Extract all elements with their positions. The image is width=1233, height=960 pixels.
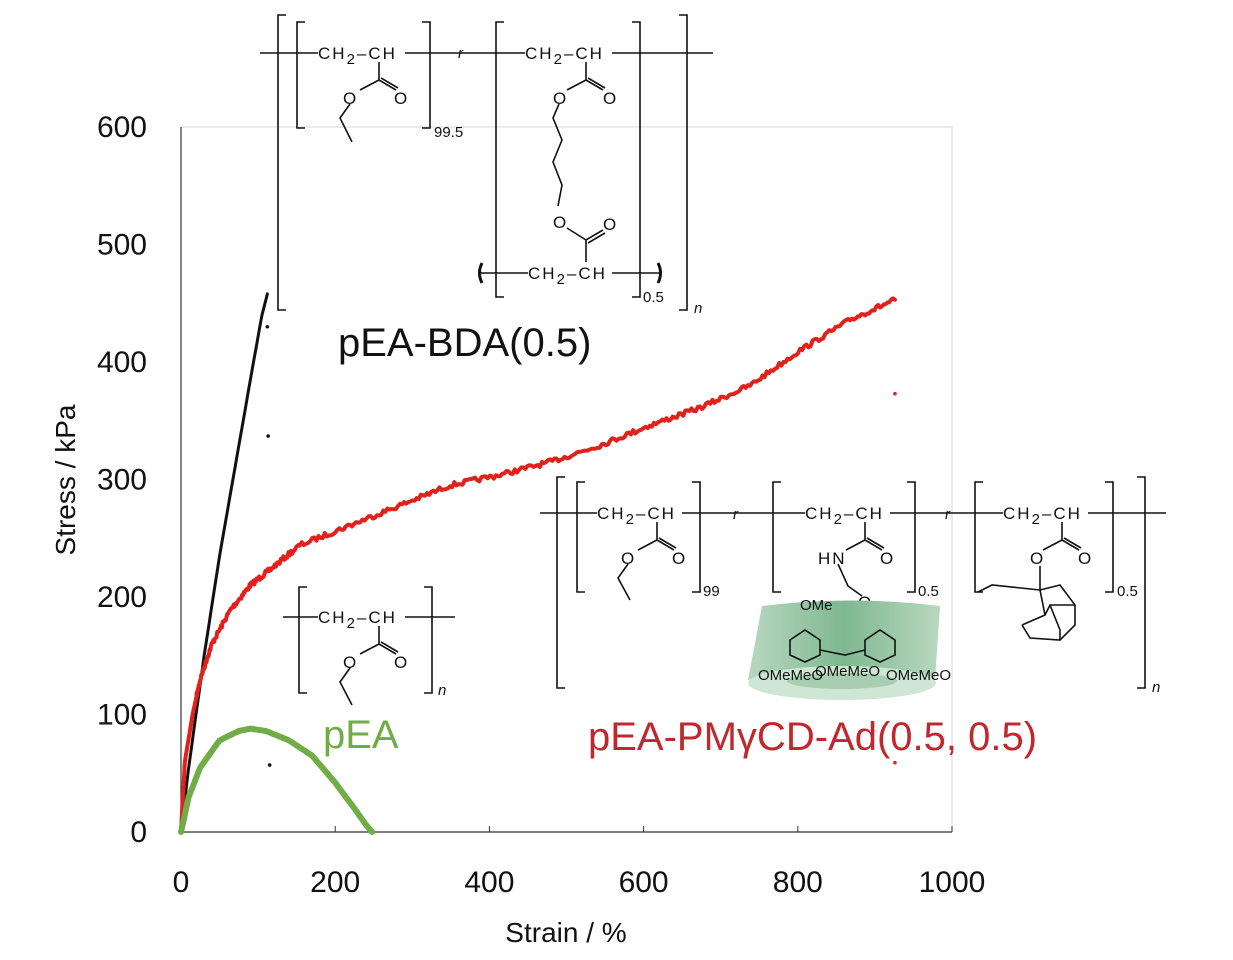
- y-tick-label: 100: [97, 699, 147, 732]
- x-tick-label: 1000: [919, 866, 986, 899]
- svg-text:0.5: 0.5: [1117, 583, 1138, 600]
- x-tick-label: 800: [773, 866, 823, 899]
- structure-pea-bda: CH2–CH O O 99.5 r CH2–CH O O O O CH2–CH …: [260, 14, 713, 317]
- outlier-point: [893, 760, 897, 765]
- svg-text:O: O: [553, 213, 568, 232]
- outlier-point: [893, 391, 897, 396]
- svg-text:O: O: [880, 549, 895, 568]
- svg-text:n: n: [1152, 679, 1160, 696]
- svg-text:CH2–CH: CH2–CH: [525, 44, 604, 68]
- y-axis-label: Stress / kPa: [50, 404, 81, 555]
- x-tick-label: 200: [310, 866, 360, 899]
- label-pea: pEA: [323, 713, 399, 757]
- svg-text:OMeMeO: OMeMeO: [758, 667, 823, 684]
- y-tick-label: 0: [130, 816, 147, 849]
- svg-text:O: O: [394, 653, 409, 672]
- svg-text:O: O: [603, 89, 618, 108]
- outlier-point: [266, 434, 270, 438]
- y-tick-label: 500: [97, 229, 147, 262]
- svg-text:O: O: [672, 549, 687, 568]
- label-pea-bda: pEA-BDA(0.5): [338, 321, 591, 365]
- svg-text:CH2–CH: CH2–CH: [597, 504, 676, 528]
- y-tick-label: 600: [97, 111, 147, 144]
- outlier-point: [267, 763, 272, 767]
- structure-pea-pmgcd-ad: CH2–CH CH2–CH CH2–CH r r O O 99 HN O O 0…: [540, 476, 1166, 700]
- svg-text:0.5: 0.5: [918, 583, 939, 600]
- svg-text:O: O: [621, 549, 636, 568]
- x-tick-label: 600: [619, 866, 669, 899]
- y-tick-label: 200: [97, 581, 147, 614]
- svg-text:r: r: [945, 506, 951, 523]
- svg-text:O: O: [603, 215, 618, 234]
- svg-text:O: O: [394, 89, 409, 108]
- svg-text:CH2–CH: CH2–CH: [528, 264, 607, 288]
- svg-text:0.5: 0.5: [643, 289, 664, 306]
- outlier-point: [265, 324, 270, 329]
- svg-text:99: 99: [703, 583, 720, 600]
- svg-text:n: n: [694, 300, 702, 317]
- svg-text:O: O: [553, 89, 568, 108]
- structure-pea: CH2–CH O O n: [283, 586, 455, 706]
- svg-text:CH2–CH: CH2–CH: [805, 504, 884, 528]
- label-pea-pmgcd-ad: pEA-PMγCD-Ad(0.5, 0.5): [588, 715, 1037, 759]
- x-axis-label: Strain / %: [505, 917, 626, 948]
- svg-text:r: r: [733, 506, 739, 523]
- x-tick-label: 400: [464, 866, 514, 899]
- svg-text:CH2–CH: CH2–CH: [1003, 504, 1082, 528]
- svg-text:r: r: [458, 45, 464, 62]
- series-line-0: [179, 292, 269, 834]
- svg-text:O: O: [343, 653, 358, 672]
- svg-text:99.5: 99.5: [434, 124, 463, 141]
- y-tick-label: 300: [97, 464, 147, 497]
- svg-text:OMeMeO: OMeMeO: [815, 663, 880, 680]
- svg-text:OMeMeO: OMeMeO: [886, 667, 951, 684]
- svg-text:n: n: [438, 682, 446, 699]
- cyclodextrin-ring-illustration: OMe OMeMeO OMeMeO OMeMeO: [748, 597, 951, 700]
- svg-text:CH2–CH: CH2–CH: [318, 44, 397, 68]
- svg-text:O: O: [1078, 549, 1093, 568]
- svg-text:O: O: [343, 89, 358, 108]
- svg-text:CH2–CH: CH2–CH: [318, 608, 397, 632]
- svg-text:HN: HN: [818, 549, 847, 568]
- x-tick-label: 0: [173, 866, 190, 899]
- svg-text:O: O: [1030, 549, 1045, 568]
- series-line-1: [179, 296, 897, 834]
- y-tick-label: 400: [97, 346, 147, 379]
- series-line-2: [178, 725, 376, 835]
- svg-text:OMe: OMe: [800, 597, 833, 614]
